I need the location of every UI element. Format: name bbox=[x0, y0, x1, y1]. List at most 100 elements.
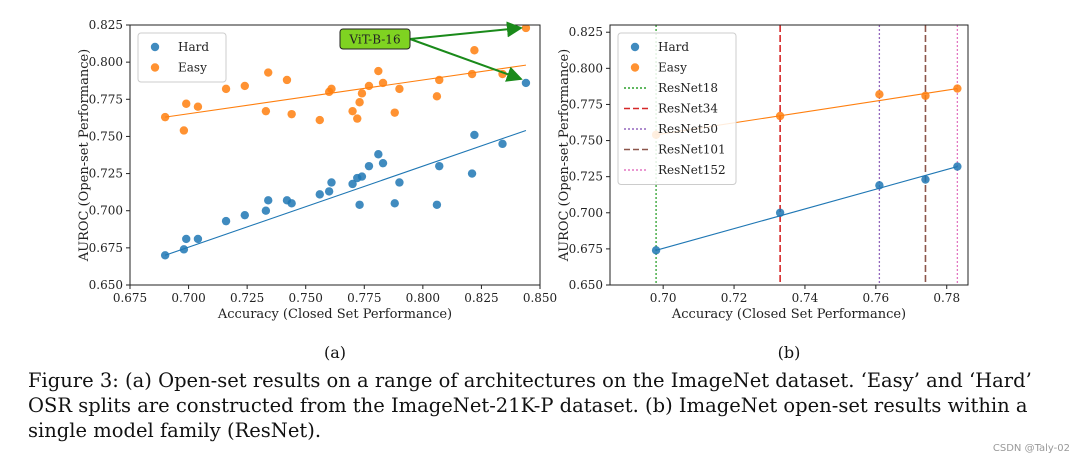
plot-area bbox=[651, 25, 962, 285]
y-tick-label: 0.825 bbox=[89, 18, 123, 32]
x-axis-label: Accuracy (Closed Set Performance) bbox=[671, 307, 906, 322]
y-tick-label: 0.675 bbox=[569, 242, 603, 256]
data-point-easy bbox=[315, 115, 324, 125]
data-point-hard bbox=[467, 169, 477, 178]
data-point-hard bbox=[179, 245, 189, 254]
data-point-easy bbox=[193, 102, 203, 111]
data-point-hard bbox=[193, 234, 203, 244]
data-point-easy bbox=[240, 81, 249, 91]
data-point-hard bbox=[287, 199, 296, 208]
legend-label-hard: Hard bbox=[178, 40, 209, 54]
plot-area bbox=[160, 25, 531, 260]
panel-a: 0.675 0.700 0.725 0.750 0.775 0.800 0.825 0.850… bbox=[77, 18, 557, 362]
data-point-easy bbox=[364, 81, 374, 91]
legend-marker-easy bbox=[630, 63, 640, 72]
y-tick-label: 0.650 bbox=[89, 278, 123, 292]
data-point-easy bbox=[355, 98, 364, 107]
legend-label-easy: Easy bbox=[178, 61, 207, 75]
data-point-hard bbox=[182, 234, 191, 244]
y-tick-label: 0.750 bbox=[569, 134, 603, 148]
x-tick-label: 0.750 bbox=[289, 291, 323, 305]
data-point-hard bbox=[374, 150, 383, 159]
legend-label-resnet152: ResNet152 bbox=[658, 163, 726, 177]
plot-frame bbox=[609, 24, 969, 286]
fit-line-hard bbox=[164, 129, 527, 256]
figure-canvas: 0.675 0.700 0.725 0.750 0.775 0.800 0.825 0.850… bbox=[77, 18, 969, 362]
data-point-hard bbox=[775, 208, 785, 217]
x-tick-label: 0.850 bbox=[523, 291, 557, 305]
data-point-hard bbox=[261, 206, 271, 215]
legend-label-hard: Hard bbox=[658, 40, 689, 54]
y-tick-label: 0.700 bbox=[89, 204, 123, 218]
x-tick-label: 0.76 bbox=[862, 291, 889, 305]
y-tick-label: 0.650 bbox=[569, 278, 603, 292]
figure-caption: Figure 3: (a) Open-set results on a rang… bbox=[28, 369, 1032, 442]
y-axis-label: AUROC (Open-set Performance) bbox=[557, 49, 572, 263]
data-point-hard bbox=[348, 179, 357, 189]
data-point-hard bbox=[221, 216, 231, 226]
data-point-hard bbox=[498, 139, 507, 149]
data-point-easy bbox=[327, 84, 336, 94]
legend-marker-hard bbox=[150, 42, 160, 52]
data-point-easy bbox=[470, 46, 479, 55]
y-tick-label: 0.800 bbox=[89, 55, 123, 69]
x-axis-label: Accuracy (Closed Set Performance) bbox=[217, 307, 452, 322]
annotation-arrow bbox=[409, 38, 523, 82]
x-tick-label: 0.825 bbox=[464, 291, 498, 305]
data-point-hard bbox=[357, 172, 367, 181]
data-point-easy bbox=[287, 109, 296, 119]
data-point-hard bbox=[264, 196, 273, 205]
y-axis-label: AUROC (Open-set Performance) bbox=[77, 49, 92, 263]
data-point-hard bbox=[324, 187, 334, 196]
data-point-easy bbox=[221, 84, 231, 94]
data-point-hard bbox=[327, 178, 336, 187]
data-point-hard bbox=[355, 200, 364, 209]
data-point-easy bbox=[182, 99, 191, 108]
data-point-hard bbox=[651, 246, 661, 255]
data-point-easy bbox=[521, 25, 531, 33]
legend-label-resnet101: ResNet101 bbox=[658, 143, 726, 157]
data-point-easy bbox=[179, 126, 189, 135]
x-tick-label: 0.775 bbox=[347, 291, 381, 305]
legend-marker-hard bbox=[630, 42, 640, 52]
legend-box bbox=[137, 32, 227, 83]
legend-marker-easy bbox=[150, 63, 160, 72]
data-point-hard bbox=[435, 161, 444, 171]
plot-frame bbox=[129, 24, 541, 286]
data-point-hard bbox=[315, 190, 324, 199]
data-point-easy bbox=[160, 112, 170, 122]
data-point-easy bbox=[921, 91, 930, 100]
data-point-easy bbox=[378, 78, 388, 88]
data-point-easy bbox=[264, 68, 273, 77]
y-tick-label: 0.775 bbox=[569, 97, 603, 111]
x-tick-label: 0.70 bbox=[650, 291, 677, 305]
data-point-easy bbox=[357, 89, 367, 98]
annotation-arrow bbox=[409, 21, 523, 40]
y-tick-label: 0.725 bbox=[89, 167, 123, 181]
watermark: CSDN @Taly-02 bbox=[992, 443, 1070, 454]
x-tick-label: 0.74 bbox=[792, 291, 819, 305]
data-point-hard bbox=[160, 251, 170, 260]
data-point-easy bbox=[374, 66, 383, 76]
y-tick-label: 0.800 bbox=[569, 61, 603, 75]
y-tick-label: 0.700 bbox=[569, 206, 603, 220]
panel-b: 0.70 0.72 0.74 0.76 0.78 0.650 0.675 0.700 0.725… bbox=[557, 24, 969, 362]
y-tick-label: 0.775 bbox=[89, 92, 123, 106]
data-point-hard bbox=[921, 175, 930, 184]
x-tick-label: 0.800 bbox=[406, 291, 440, 305]
legend-label-resnet18: ResNet18 bbox=[658, 81, 718, 95]
data-point-hard bbox=[470, 130, 479, 140]
data-point-easy bbox=[467, 69, 477, 79]
data-point-easy bbox=[775, 111, 785, 121]
data-point-hard bbox=[432, 200, 442, 209]
data-point-hard bbox=[953, 162, 962, 171]
annotation-box bbox=[339, 28, 411, 50]
y-tick-label: 0.825 bbox=[569, 25, 603, 39]
x-tick-label: 0.700 bbox=[171, 291, 205, 305]
panel-label: (a) bbox=[324, 343, 346, 362]
legend-label-resnet50: ResNet50 bbox=[658, 122, 718, 136]
y-tick-label: 0.750 bbox=[89, 129, 123, 143]
legend-box bbox=[617, 32, 737, 185]
data-point-easy bbox=[435, 75, 444, 85]
x-tick-label: 0.78 bbox=[933, 291, 960, 305]
